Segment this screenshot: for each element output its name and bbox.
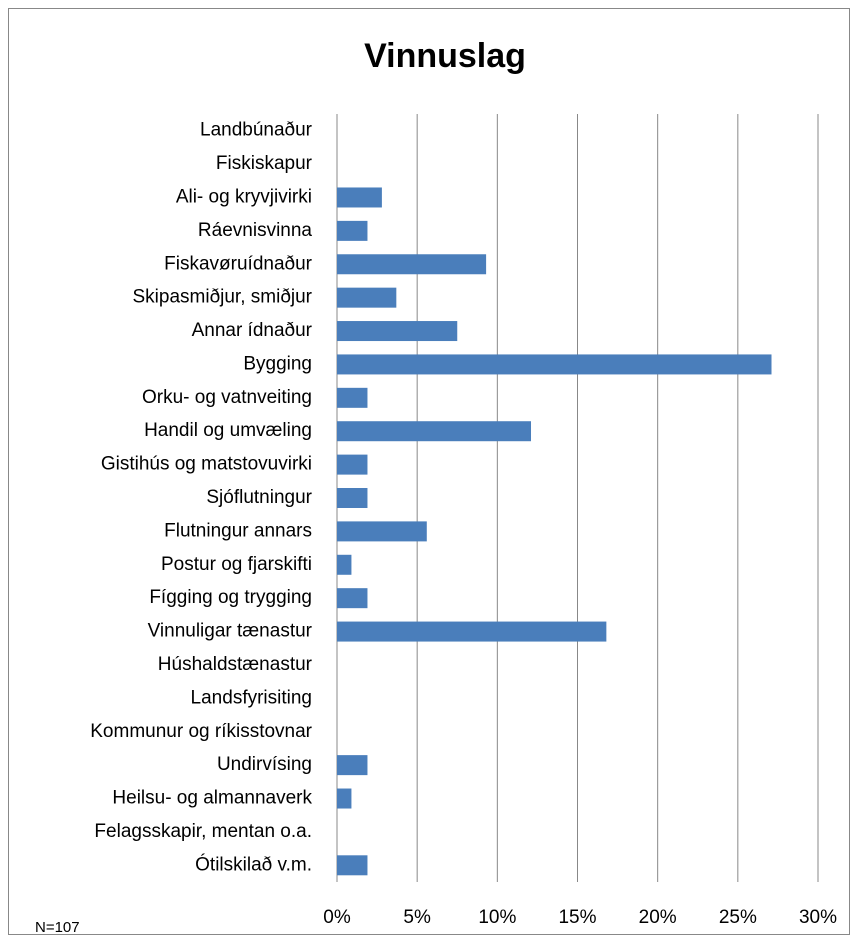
y-tick-label: Bygging — [243, 353, 312, 374]
y-tick-label: Ali- og kryvjivirki — [176, 186, 312, 207]
bar — [337, 187, 382, 208]
y-tick-label: Landsfyrisiting — [191, 687, 312, 708]
y-tick-label: Gistihús og matstovuvirki — [101, 454, 312, 475]
y-tick-label: Skipasmiðjur, smiðjur — [133, 287, 313, 308]
chart-title: Vinnuslag — [364, 37, 526, 75]
bar — [337, 621, 607, 642]
y-tick-label: Orku- og vatnveiting — [142, 387, 312, 408]
y-tick-label: Undirvísing — [217, 754, 312, 775]
x-tick-label: 0% — [323, 907, 351, 928]
x-tick-label: 5% — [403, 907, 431, 928]
y-tick-label: Kommunur og ríkisstovnar — [90, 721, 312, 742]
bar — [337, 287, 397, 308]
y-tick-label: Sjóflutningur — [206, 487, 312, 508]
y-tick-label: Felagsskapir, mentan o.a. — [94, 821, 312, 842]
y-tick-label: Landbúnaður — [200, 120, 313, 141]
y-tick-label: Ráevnisvinna — [198, 220, 312, 241]
bar — [337, 254, 487, 275]
y-tick-label: Handil og umvæling — [144, 420, 312, 441]
bar — [337, 421, 532, 442]
x-tick-label: 10% — [478, 907, 516, 928]
bar — [337, 454, 368, 475]
x-tick-label: 15% — [558, 907, 596, 928]
bar — [337, 788, 352, 809]
y-tick-label: Ótilskilað v.m. — [195, 853, 312, 875]
bar — [337, 588, 368, 609]
bar — [337, 354, 772, 375]
y-tick-label: Fiskiskapur — [216, 153, 313, 174]
bar — [337, 387, 368, 408]
chart-border — [8, 8, 850, 935]
y-tick-label: Fiskavøruídnaður — [164, 253, 313, 274]
x-tick-label: 25% — [719, 907, 757, 928]
bar — [337, 488, 368, 508]
y-tick-label: Heilsu- og almannaverk — [112, 788, 312, 809]
x-tick-label: 30% — [799, 907, 837, 928]
x-tick-label: 20% — [639, 907, 677, 928]
y-tick-label: Postur og fjarskifti — [161, 554, 312, 575]
bar — [337, 321, 458, 342]
bar — [337, 220, 368, 241]
y-tick-label: Vinnuligar tænastur — [148, 621, 313, 642]
bar — [337, 554, 352, 575]
bar — [337, 855, 368, 876]
y-tick-label: Húshaldstænastur — [158, 654, 313, 675]
bar — [337, 521, 427, 542]
y-tick-label: Fígging og trygging — [149, 587, 312, 608]
bar — [337, 755, 368, 776]
y-tick-label: Flutningur annars — [164, 520, 312, 541]
annotation: N=107 — [35, 919, 80, 936]
y-tick-label: Annar ídnaður — [192, 320, 313, 341]
